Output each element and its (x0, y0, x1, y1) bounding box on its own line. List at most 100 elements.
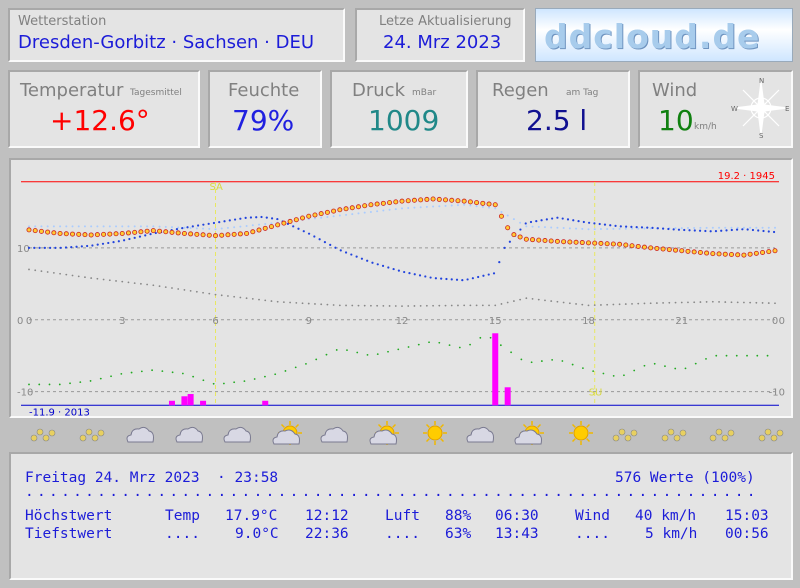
prev_temp-point (693, 226, 696, 229)
pressure-point (419, 304, 422, 307)
humidity-point (735, 228, 739, 231)
prev_temp-point (96, 225, 99, 228)
temperature-label: Temperatur (20, 80, 124, 101)
prev_temp-point (34, 225, 37, 228)
x-tick-label: 21 (675, 316, 688, 327)
humidity-point (588, 221, 591, 224)
pressure-point (382, 304, 385, 307)
prev_temp-point (599, 228, 602, 231)
temp-point (710, 251, 716, 257)
sun-cloud-icon (269, 420, 303, 448)
humidity-point (640, 226, 644, 229)
sun-cloud-icon (26, 420, 60, 448)
pressure-point (531, 298, 534, 300)
humidity-point (757, 229, 760, 232)
temp-point (517, 234, 523, 240)
prev_temp-point (102, 225, 105, 228)
pressure-point (513, 300, 515, 302)
prev_temp-point (432, 205, 435, 208)
humidity-point (186, 226, 189, 229)
temp-point (275, 222, 281, 228)
wind-point (325, 353, 328, 356)
prev_temp-point (749, 226, 752, 229)
pressure-point (177, 288, 180, 290)
pressure-point (65, 273, 68, 276)
pressure-point (413, 305, 416, 307)
wind-point (387, 350, 389, 353)
temp-point (617, 241, 623, 247)
humidity-point (772, 230, 776, 234)
station-box: Wetterstation Dresden-Gorbitz · Sachsen … (8, 8, 345, 62)
humidity-point (397, 269, 400, 272)
pressure-point (276, 300, 279, 303)
wind-point (48, 383, 51, 386)
pressure-point (102, 278, 105, 281)
humidity-point (270, 217, 274, 220)
pressure-point (761, 302, 764, 304)
humidity-point (714, 230, 718, 233)
pressure-point (475, 304, 478, 307)
temp-point (467, 199, 473, 205)
prev_temp-point (413, 206, 416, 209)
update-date: 24. Mrz 2023 (383, 32, 502, 53)
wind-point (161, 370, 164, 373)
humidity-point (38, 246, 41, 249)
temp-point (486, 201, 492, 207)
pressure-point (77, 275, 80, 278)
humidity-point (582, 220, 585, 224)
prev_temp-point (170, 226, 173, 229)
humidity-point (603, 223, 607, 226)
humidity-point (667, 227, 670, 231)
humidity-point (593, 222, 596, 225)
pressure-point (693, 301, 696, 304)
pressure-point (774, 302, 776, 305)
humidity-point (709, 230, 712, 233)
humidity-point (371, 261, 374, 264)
humidity-point (725, 229, 728, 232)
logo[interactable]: ddcloud.de (535, 8, 793, 62)
temp-point (206, 232, 212, 238)
prev_temp-point (376, 210, 379, 213)
humidity-point (698, 229, 702, 232)
humidity-point (86, 244, 89, 248)
x-tick-label: 9 (306, 316, 312, 327)
temp-point (188, 231, 194, 237)
pressure-unit: mBar (412, 88, 437, 98)
temp-point (70, 231, 76, 237)
wind-point (253, 378, 256, 380)
pressure-point (140, 282, 142, 285)
humidity-point (572, 219, 575, 222)
pressure-point (730, 301, 733, 304)
humidity-point (403, 270, 406, 274)
pressure-point (463, 304, 466, 307)
prev_temp-point (593, 228, 596, 231)
prev_temp-point (649, 227, 652, 230)
humidity-point (556, 216, 559, 219)
pressure-point (755, 301, 758, 304)
temp-point (635, 243, 641, 249)
wind-tile: Wind 10 km/h N E S W (638, 70, 793, 148)
sunset-label: SU (589, 388, 603, 399)
prev_temp-point (456, 204, 459, 207)
wind-point (674, 367, 677, 370)
prev_temp-point (152, 225, 155, 228)
temp-point (349, 205, 355, 211)
prev_temp-point (139, 225, 142, 228)
temp-point (287, 218, 293, 224)
station-name: Dresden-Gorbitz · Sachsen · DEU (18, 32, 315, 53)
prev_temp-point (525, 225, 528, 228)
pressure-point (46, 271, 49, 273)
temp-point (138, 229, 144, 235)
pressure-point (655, 302, 658, 304)
humidity-point (656, 227, 659, 230)
weather-chart-svg: 19.2 · 1945 -11.9 · 2013 SA SU 0 3 6 9 12 15 18 21 0… (17, 171, 785, 416)
humidity-point (482, 274, 485, 277)
pressure-point (345, 304, 347, 307)
prev_temp-point (736, 226, 739, 229)
humidity-point (175, 228, 179, 231)
humidity-point (297, 227, 300, 230)
pressure-point (90, 277, 93, 279)
pressure-point (133, 282, 136, 284)
humidity-point (429, 276, 432, 279)
pressure-point (575, 303, 577, 305)
